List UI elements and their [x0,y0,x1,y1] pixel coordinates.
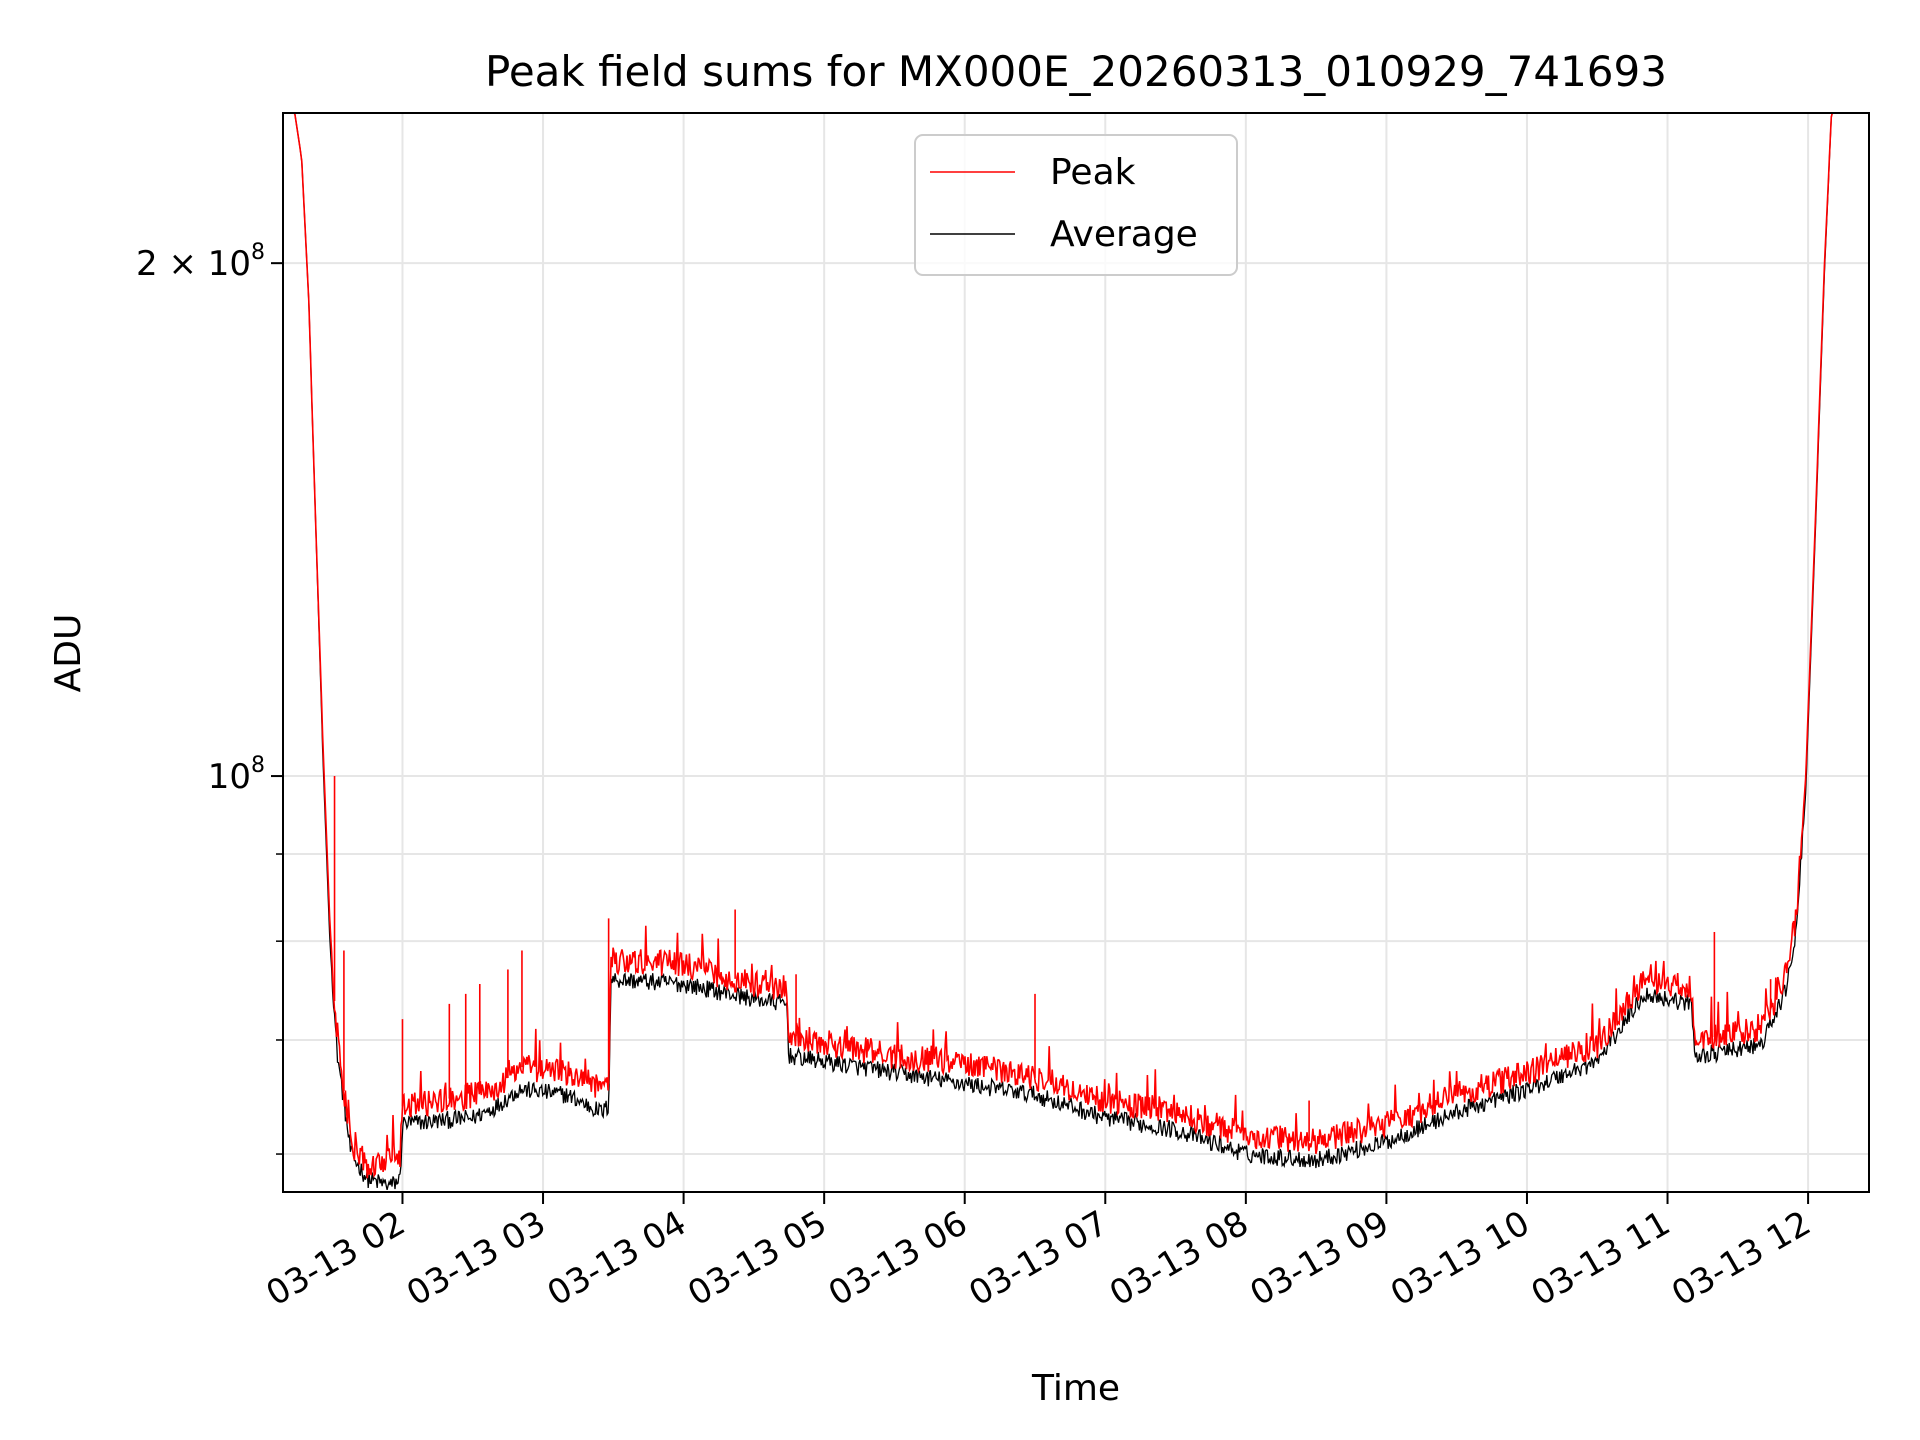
x-axis-label: Time [1031,1368,1120,1409]
grid [283,113,1869,1192]
y-tick-label: 2 × 108 [136,240,265,284]
y-axis-label: ADU [48,614,89,693]
legend: Peak Average [914,134,1238,276]
plot-frame [282,112,1870,1193]
chart-title: Peak field sums for MX000E_20260313_0109… [485,47,1667,96]
legend-label-peak: Peak [1050,152,1136,193]
series-lines [283,112,1869,1190]
legend-label-average: Average [1050,214,1198,255]
series-line-peak [283,112,1869,1179]
legend-box [914,134,1238,276]
series-line-average [283,112,1869,1190]
